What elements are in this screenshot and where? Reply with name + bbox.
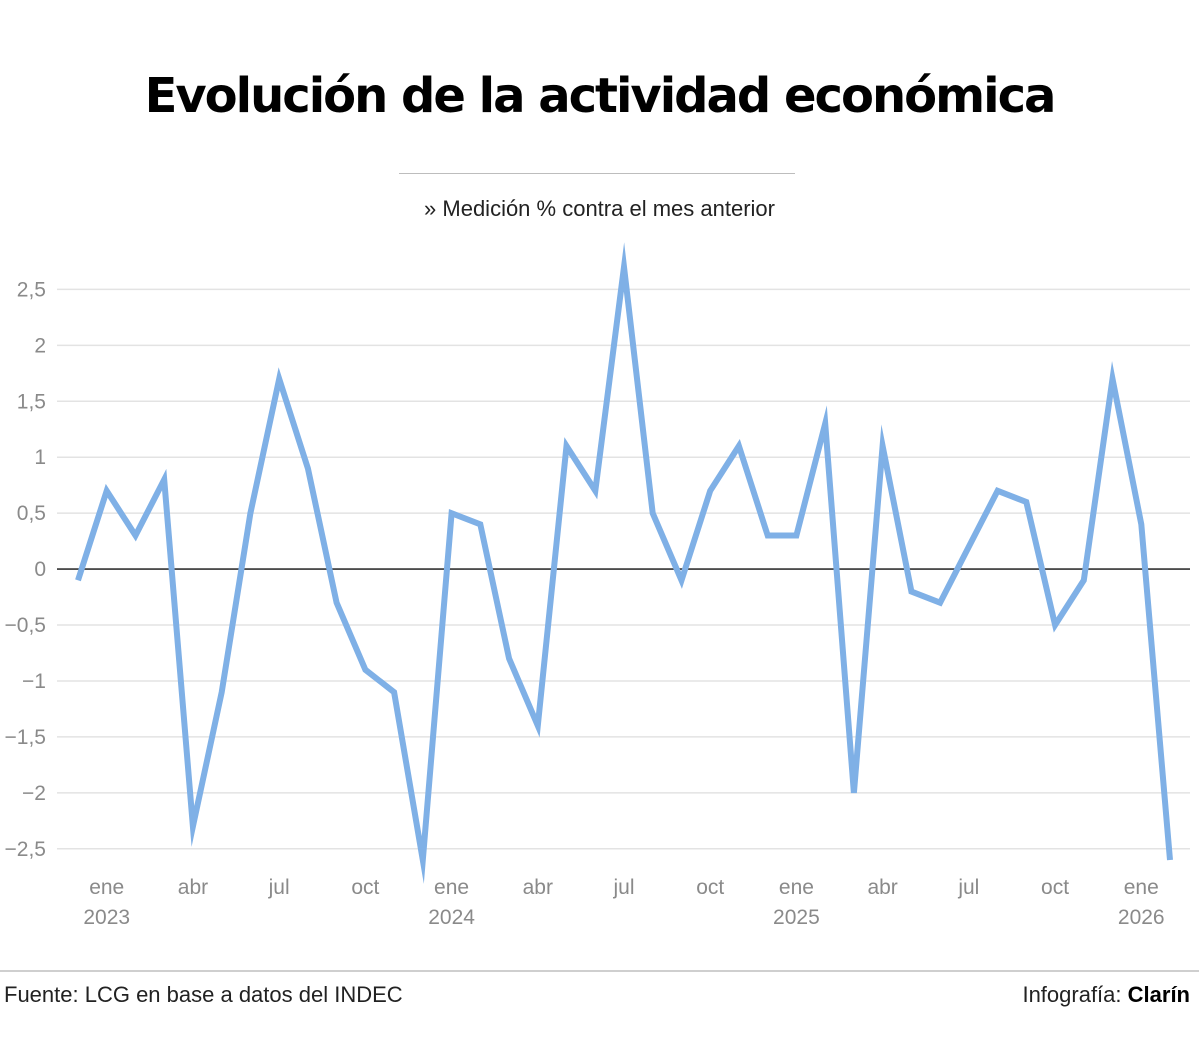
infographic-credit: Infografía: Clarín [1022,982,1190,1008]
grid-layer [57,288,1190,850]
y-tick-label: 1,5 [17,390,46,413]
credit-brand: Clarín [1127,982,1190,1007]
series-line-0 [75,242,1173,884]
y-tick-label: −2 [22,782,46,805]
x-tick-label: jul [268,876,290,899]
line-chart: 2,5 2 1,5 1 0,5 0 −0,5 −1 −1,5 −2 −2,5 ene 2023 abr j… [5,242,1190,929]
x-tick-label: abr [867,876,897,899]
x-tick-label: oct [696,876,724,899]
chart-title: Evolución de la actividad económica [144,68,1057,124]
x-tick-label: jul [957,876,979,899]
y-tick-label: 0 [34,558,46,581]
x-tick-label: abr [523,876,553,899]
x-tick-label: ene [434,876,469,899]
y-tick-label: −2,5 [5,838,46,861]
y-tick-label: 0,5 [17,502,46,525]
chart-subtitle: » Medición % contra el mes anterior [424,196,775,221]
x-tick-label: ene [779,876,814,899]
y-tick-label: −1,5 [5,726,46,749]
x-tick-year-label: 2026 [1118,906,1165,929]
source-note: Fuente: LCG en base a datos del INDEC [4,982,403,1007]
y-tick-label: 1 [34,446,46,469]
x-tick-label: ene [89,876,124,899]
x-tick-label: ene [1124,876,1159,899]
x-axis-ticks: ene 2023 abr jul oct ene 2024 abr jul oct ene 2025 a… [83,876,1164,929]
y-tick-label: 2,5 [17,278,46,301]
credit-prefix: Infografía: [1022,982,1128,1007]
y-tick-label: 2 [34,334,46,357]
x-tick-year-label: 2024 [428,906,475,929]
x-tick-year-label: 2025 [773,906,820,929]
x-tick-label: abr [178,876,208,899]
x-tick-label: oct [351,876,379,899]
y-tick-label: −0,5 [5,614,46,637]
y-axis-ticks: 2,5 2 1,5 1 0,5 0 −0,5 −1 −1,5 −2 −2,5 [5,278,46,860]
title-divider [399,173,795,174]
x-tick-year-label: 2023 [83,906,130,929]
x-tick-label: oct [1041,876,1069,899]
footer-divider [0,970,1199,972]
y-tick-label: −1 [22,670,46,693]
series-layer [75,242,1173,884]
x-tick-label: jul [612,876,634,899]
